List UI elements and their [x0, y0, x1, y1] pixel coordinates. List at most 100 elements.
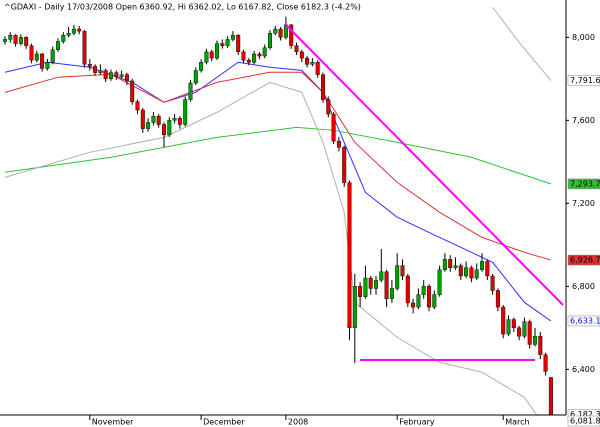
- candle-body: [108, 72, 113, 80]
- candle-body: [432, 294, 437, 308]
- candle-body: [172, 118, 177, 121]
- candle-body: [124, 74, 129, 82]
- candle-body: [374, 279, 379, 289]
- candle-body: [299, 51, 304, 59]
- candle-body: [458, 265, 463, 277]
- candle-body: [230, 35, 235, 40]
- indicator-line: [4, 126, 552, 185]
- candle-body: [268, 33, 273, 48]
- candle-body: [66, 33, 71, 36]
- candle-body: [56, 41, 61, 51]
- candle-body: [416, 294, 421, 308]
- candle-body: [151, 115, 156, 123]
- value-label: 7,293.7: [570, 179, 600, 188]
- candle-body: [220, 43, 225, 46]
- candle-body: [411, 302, 416, 308]
- candle-body: [533, 335, 538, 345]
- value-label: 6,926.7: [570, 256, 600, 265]
- candle-body: [405, 275, 410, 304]
- y-tick-label: 7,200: [572, 199, 595, 208]
- candle-body: [352, 286, 357, 329]
- candle-body: [257, 53, 262, 57]
- candle-body: [517, 327, 522, 337]
- indicator-line: [4, 81, 538, 415]
- candle-body: [543, 354, 548, 372]
- candle-body: [400, 265, 405, 277]
- candle-body: [310, 62, 315, 65]
- y-tick-label: 6,800: [572, 282, 595, 291]
- candle-body: [135, 101, 140, 111]
- candle-body: [241, 51, 246, 61]
- candle-body: [209, 51, 214, 59]
- candle-body: [40, 53, 45, 69]
- candle-body: [437, 269, 442, 295]
- candle-body: [103, 70, 108, 80]
- candle-body: [45, 62, 50, 69]
- candle-body: [246, 59, 251, 63]
- candle-body: [236, 35, 241, 53]
- candle-body: [273, 28, 278, 34]
- candle-body: [119, 74, 124, 77]
- candle-body: [336, 140, 341, 148]
- x-tick-label: March: [505, 418, 529, 427]
- candle-body: [480, 261, 485, 270]
- candle-body: [193, 70, 198, 84]
- candle-body: [538, 335, 543, 356]
- candle-body: [93, 66, 98, 73]
- value-box: [567, 415, 600, 427]
- candle-body: [294, 45, 299, 53]
- y-tick-label: 8,000: [572, 33, 595, 42]
- trend-line: [285, 24, 564, 306]
- candle-body: [501, 306, 506, 335]
- value-box: [567, 254, 600, 266]
- candle-body: [315, 62, 320, 75]
- value-label: 7,791.64: [570, 76, 600, 85]
- candle-body: [289, 24, 294, 46]
- candle-body: [453, 265, 458, 268]
- candle-body: [442, 259, 447, 270]
- candle-body: [389, 288, 394, 299]
- candle-body: [3, 39, 7, 42]
- candle-body: [161, 124, 166, 136]
- candle-body: [29, 45, 34, 61]
- candle-body: [24, 37, 29, 46]
- y-tick-label: 6,400: [572, 365, 595, 374]
- candle-body: [18, 37, 23, 44]
- value-box: [567, 315, 600, 327]
- candle-body: [214, 43, 219, 59]
- candle-body: [140, 109, 145, 129]
- candle-body: [347, 182, 352, 329]
- x-tick-label: November: [92, 418, 134, 427]
- x-tick-label: February: [399, 418, 435, 427]
- candle-body: [50, 49, 55, 63]
- candle-body: [490, 275, 495, 291]
- candle-body: [469, 267, 474, 279]
- candle-body: [199, 62, 204, 71]
- y-tick-label: 7,600: [572, 116, 595, 125]
- candle-body: [326, 99, 331, 115]
- plot-area: [3, 6, 553, 415]
- candle-body: [331, 113, 336, 142]
- candle-body: [464, 267, 469, 277]
- value-label: 6,081.88: [570, 417, 600, 426]
- candle-body: [204, 51, 209, 63]
- candle-body: [146, 122, 151, 129]
- candle-body: [77, 28, 82, 32]
- candle-body: [82, 30, 87, 65]
- candle-body: [495, 290, 500, 308]
- candle-body: [98, 70, 103, 73]
- candle-body: [342, 147, 347, 183]
- candle-body: [427, 286, 432, 308]
- candle-body: [474, 269, 479, 279]
- candle-body: [156, 115, 161, 125]
- candle-body: [71, 28, 76, 34]
- candle-body: [321, 74, 326, 100]
- candle-body: [522, 321, 527, 337]
- candle-body: [506, 319, 511, 335]
- x-tick-label: 2008: [288, 418, 308, 427]
- indicator-line: [492, 6, 552, 81]
- candle-body: [252, 53, 257, 63]
- candle-body: [34, 53, 39, 61]
- candle-body: [283, 24, 288, 38]
- value-box: [567, 75, 600, 86]
